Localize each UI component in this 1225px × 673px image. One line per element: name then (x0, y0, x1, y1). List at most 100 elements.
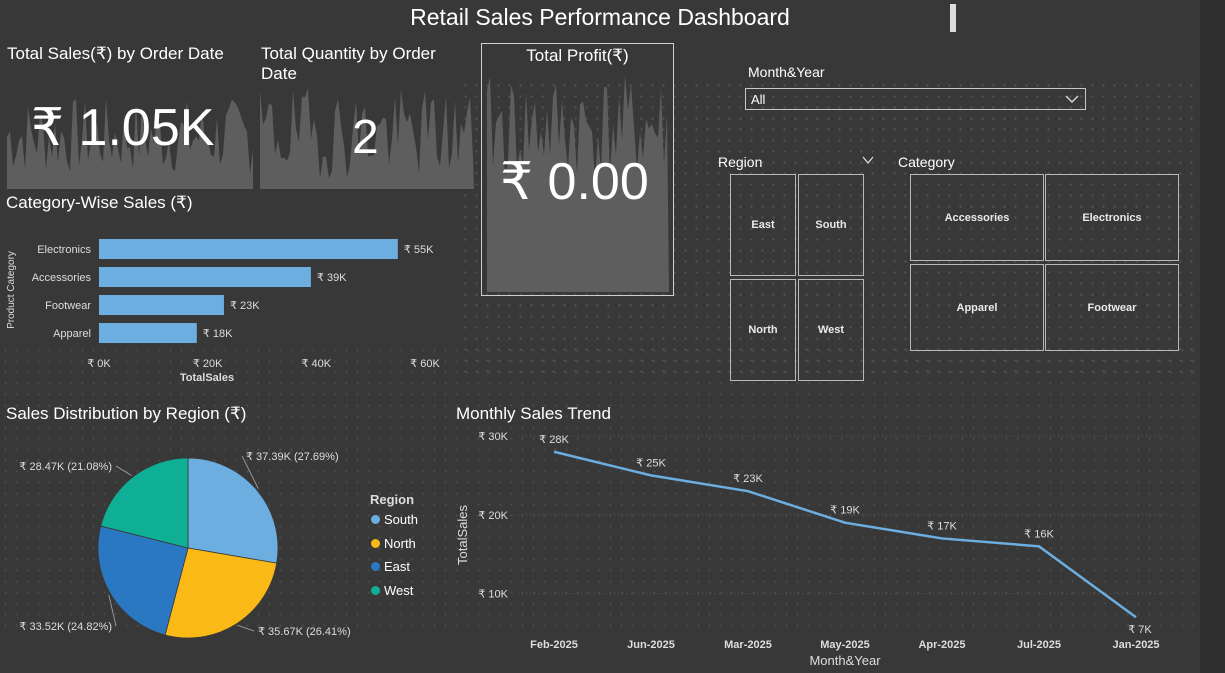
line-data-label: ₹ 17K (927, 520, 957, 532)
legend-dot-icon (371, 538, 380, 548)
slicer-region-label: Region (718, 154, 763, 170)
pie-legend-item[interactable]: West (371, 583, 413, 598)
legend-label: North (384, 535, 416, 551)
bar-chart-title: Category-Wise Sales (₹) (6, 193, 193, 212)
legend-label: South (384, 512, 418, 527)
line-y-tick-label: ₹ 20K (478, 510, 508, 522)
bar-x-tick-label: ₹ 20K (193, 358, 223, 370)
bar-data-label: ₹ 39K (317, 272, 347, 284)
kpi-sales-sparkline (7, 98, 253, 189)
pie-data-label: ₹ 28.47K (21.08%) (19, 461, 112, 473)
kpi-sales-value: ₹ 1.05K (31, 99, 215, 157)
slicer-region-tile-east[interactable]: East (730, 174, 796, 276)
slicer-category-label: Category (898, 154, 955, 170)
kpi-profit-value: ₹ 0.00 (500, 153, 649, 211)
line-data-label: ₹ 16K (1024, 528, 1054, 540)
slicer-month-year-dropdown[interactable]: All (745, 88, 1086, 110)
slicer-category-tile-accessories[interactable]: Accessories (910, 174, 1044, 261)
pie-data-label: ₹ 35.67K (26.41%) (258, 626, 351, 638)
bar-category-label: Footwear (45, 300, 91, 312)
bar-data-label: ₹ 55K (404, 244, 434, 256)
line-x-axis-label: Month&Year (809, 653, 881, 668)
pie-legend-title: Region (370, 492, 415, 507)
line-x-tick-label: Mar-2025 (724, 639, 772, 651)
pie-leader-line (115, 465, 132, 476)
pie-leader-line (237, 624, 255, 632)
pie-slice[interactable] (97, 525, 189, 636)
tile-label: Footwear (1087, 301, 1137, 314)
region-pie-chart[interactable]: ₹ 37.39K (27.69%) ₹ 35.67K (26.41%) ₹ 33.5… (0, 430, 360, 660)
pie-legend-item[interactable]: East (371, 559, 410, 574)
line-series[interactable] (553, 450, 1137, 619)
tile-label: East (751, 219, 775, 231)
line-x-tick-label: Jul-2025 (1017, 639, 1061, 651)
chevron-down-icon[interactable] (862, 156, 874, 165)
pie-legend-item[interactable]: South (371, 512, 418, 527)
pie-data-label: ₹ 37.39K (27.69%) (246, 451, 339, 463)
tile-label: South (815, 219, 847, 231)
slicer-category-tile-electronics[interactable]: Electronics (1045, 174, 1179, 261)
kpi-profit-title: Total Profit(₹) (526, 46, 629, 65)
legend-label: West (384, 582, 414, 598)
bar[interactable] (99, 323, 197, 343)
line-x-tick-label: May-2025 (820, 639, 870, 651)
dashboard-title: Retail Sales Performance Dashboard (410, 4, 790, 30)
chevron-down-icon (1065, 95, 1079, 103)
slicer-region-tile-west[interactable]: West (798, 279, 864, 381)
tile-label: West (817, 324, 845, 336)
right-edge-divider (1200, 0, 1225, 673)
bar-data-label: ₹ 23K (230, 300, 260, 312)
bar-x-tick-label: ₹ 40K (302, 358, 332, 370)
sparkline-area (487, 74, 669, 292)
legend-label: East (384, 559, 411, 574)
kpi-quantity-sparkline (260, 87, 474, 189)
line-x-tick-label: Feb-2025 (530, 639, 578, 651)
line-data-label: ₹ 19K (830, 505, 860, 517)
slicer-region-tile-north[interactable]: North (730, 279, 796, 381)
line-data-label: ₹ 23K (733, 473, 763, 485)
line-x-tick-label: Jun-2025 (627, 639, 675, 651)
category-bar-chart[interactable]: Electronics ₹ 55K Accessories ₹ 39K Footwear… (0, 215, 460, 387)
line-x-tick-label: Apr-2025 (918, 639, 965, 651)
kpi-quantity-card[interactable]: Total Quantity by Order Date 2 (258, 42, 476, 192)
line-data-label: ₹ 25K (636, 457, 666, 469)
scrollbar-handle[interactable] (950, 4, 956, 32)
tile-label: Apparel (956, 301, 998, 314)
pie-legend-item[interactable]: North (371, 536, 416, 551)
line-y-tick-label: ₹ 10K (478, 589, 508, 601)
pie-slice[interactable] (100, 457, 189, 549)
pie-data-label: ₹ 33.52K (24.82%) (19, 621, 112, 633)
pie-slice[interactable] (164, 547, 278, 639)
slicer-month-year-label: Month&Year (748, 64, 825, 80)
kpi-profit-sparkline (487, 74, 669, 292)
pie-slice[interactable] (187, 457, 279, 564)
bar-x-axis-label: TotalSales (180, 372, 234, 384)
kpi-sales-card[interactable]: Total Sales(₹) by Order Date ₹ 1.05K (5, 42, 253, 192)
legend-dot-icon (371, 585, 380, 595)
bar-category-label: Electronics (37, 244, 91, 256)
kpi-quantity-value: 2 (352, 111, 379, 164)
bar[interactable] (99, 295, 224, 315)
kpi-profit-card[interactable]: Total Profit(₹) ₹ 0.00 (481, 43, 674, 296)
line-data-label: ₹ 28K (539, 434, 569, 446)
kpi-quantity-title: Total Quantity by Order Date (261, 44, 436, 83)
pie-leader-line (241, 455, 259, 489)
line-x-tick-label: Jan-2025 (1112, 639, 1159, 651)
bar-y-axis-label: Product Category (6, 251, 17, 329)
line-y-axis-label: TotalSales (455, 505, 470, 565)
bar-category-label: Accessories (32, 272, 92, 284)
legend-dot-icon (371, 515, 380, 524)
bar[interactable] (99, 267, 311, 287)
slicer-region-tile-south[interactable]: South (798, 174, 864, 276)
slicer-category-tile-footwear[interactable]: Footwear (1045, 264, 1179, 351)
sparkline-area (260, 87, 474, 189)
bar[interactable] (99, 239, 398, 259)
pie-chart-title: Sales Distribution by Region (₹) (6, 404, 247, 423)
monthly-line-chart[interactable]: ₹ 10K ₹ 20K ₹ 30K ₹ 28K Feb-2025 ₹ 25K Jun-202… (450, 425, 1195, 670)
legend-dot-icon (371, 562, 380, 571)
line-chart-title: Monthly Sales Trend (456, 404, 611, 423)
bar-data-label: ₹ 18K (203, 328, 233, 340)
slicer-category-tile-apparel[interactable]: Apparel (910, 264, 1044, 351)
slicer-month-year-value: All (751, 92, 766, 107)
sparkline-area (7, 98, 253, 189)
